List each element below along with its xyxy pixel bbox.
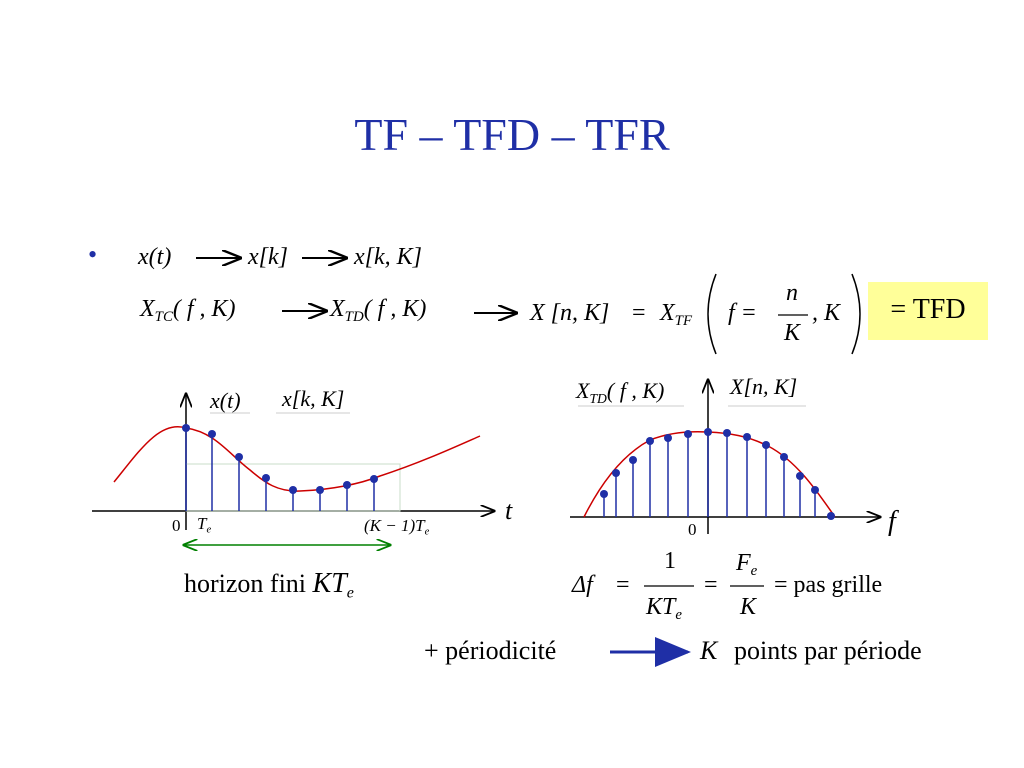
- bullet-point: •: [88, 240, 98, 269]
- sample-dot: [262, 474, 270, 482]
- math-fraction-num: n: [786, 280, 798, 306]
- delta-den2: K: [740, 594, 757, 620]
- sample-dot: [743, 433, 751, 441]
- sample-dot: [343, 481, 351, 489]
- right-samples-label: X[n, K]: [730, 374, 798, 399]
- math-xkK: x[k, K]: [354, 244, 422, 270]
- sample-dot: [664, 434, 672, 442]
- math-xt: x(t): [138, 244, 172, 270]
- sample-dot: [796, 472, 804, 480]
- periodicity-right: points par période: [734, 636, 922, 665]
- sample-dot: [811, 486, 819, 494]
- sample-dot: [182, 424, 190, 432]
- sample-dot: [684, 430, 692, 438]
- delta-eq2: =: [704, 572, 718, 598]
- horizon-caption: horizon fini KTe: [184, 568, 354, 602]
- delta-den1: KTe: [646, 594, 682, 624]
- sample-dot: [827, 512, 835, 520]
- delta-tail: = pas grille: [774, 572, 883, 598]
- left-plot: [92, 394, 494, 545]
- left-samples: [182, 424, 378, 511]
- periodicity-left: + périodicité: [424, 636, 557, 665]
- sample-dot: [762, 441, 770, 449]
- te-label: Te: [197, 514, 212, 536]
- tfd-highlight-box: [868, 282, 988, 340]
- sample-dot: [780, 453, 788, 461]
- last-sample-label: (K − 1)Te: [364, 516, 430, 538]
- math-xk: x[k]: [248, 244, 288, 270]
- slide-title: TF – TFD – TFR: [354, 109, 670, 160]
- math-comma-k: , K: [812, 300, 841, 326]
- left-curve-label: x(t): [210, 388, 241, 413]
- delta-eq: =: [616, 572, 630, 598]
- left-origin-label: 0: [172, 516, 181, 535]
- math-xtd: XTD( f , K): [330, 296, 427, 326]
- right-plot: [570, 380, 880, 534]
- sample-dot: [612, 469, 620, 477]
- sample-dot: [289, 486, 297, 494]
- left-samples-label: x[k, K]: [282, 386, 345, 411]
- left-axis-label: t: [505, 496, 513, 525]
- left-paren: [707, 273, 717, 355]
- tfd-label: = TFD: [890, 294, 966, 325]
- math-xnk: X [n, K]: [530, 300, 610, 326]
- math-equals: =: [632, 300, 646, 326]
- sample-dot: [600, 490, 608, 498]
- sample-dot: [723, 429, 731, 437]
- sample-dot: [646, 437, 654, 445]
- periodicity-k: K: [700, 636, 718, 665]
- sample-dot: [704, 428, 712, 436]
- sample-dot: [235, 453, 243, 461]
- right-paren: [851, 273, 861, 355]
- continuous-signal-curve: [113, 425, 481, 492]
- math-fraction-den: K: [784, 320, 801, 346]
- math-f-equals: f =: [728, 300, 757, 326]
- right-samples: [600, 428, 835, 520]
- math-xtf: XTF: [660, 300, 693, 330]
- delta-f: Δf: [572, 572, 593, 598]
- sample-dot: [316, 486, 324, 494]
- right-axis-label: f: [888, 506, 896, 537]
- sample-dot: [629, 456, 637, 464]
- right-curve-label: XTD( f , K): [576, 378, 665, 406]
- right-origin-label: 0: [688, 520, 697, 539]
- math-xtc: XTC( f , K): [140, 296, 236, 326]
- sample-dot: [370, 475, 378, 483]
- delta-num2: Fe: [736, 550, 758, 580]
- delta-num1: 1: [664, 548, 676, 574]
- sample-dot: [208, 430, 216, 438]
